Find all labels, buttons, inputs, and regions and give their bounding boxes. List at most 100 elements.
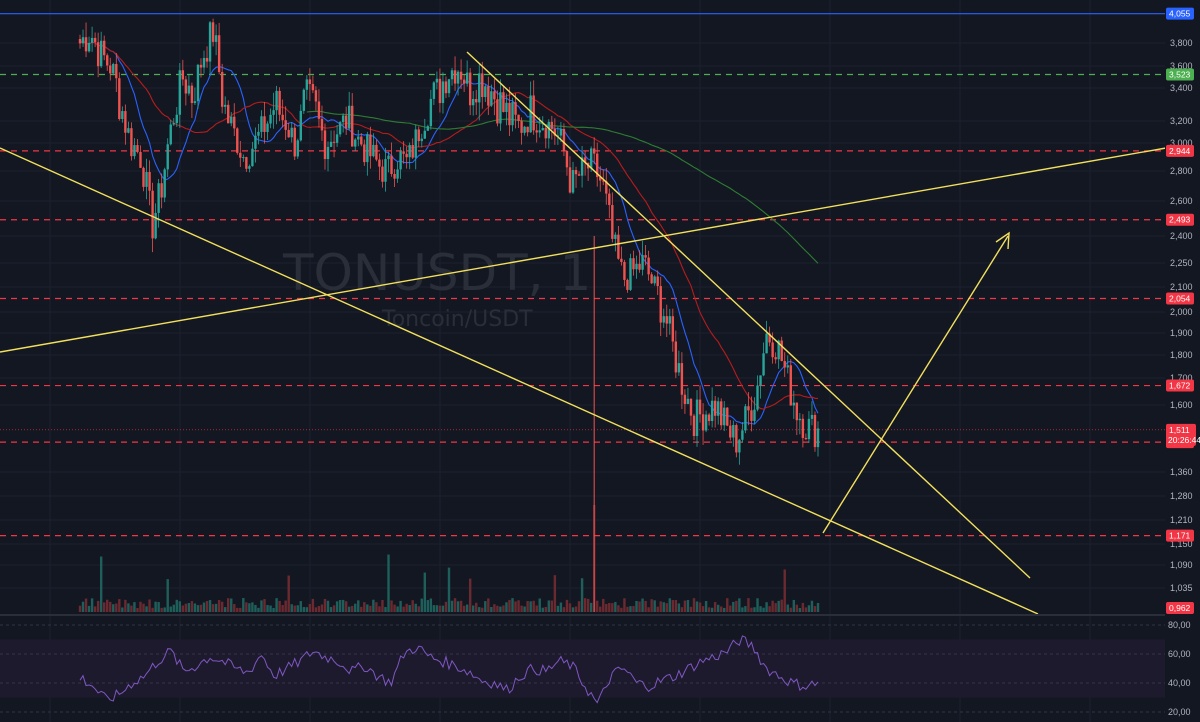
volume-bar [475, 602, 478, 612]
candle-body [478, 73, 481, 103]
candle-body [502, 92, 505, 113]
volume-bar [233, 604, 236, 612]
volume-bar [514, 601, 517, 612]
candle-body [351, 105, 354, 147]
volume-bar [169, 606, 172, 612]
candle-body [347, 105, 351, 129]
candle-body [145, 172, 148, 187]
candle-body [257, 131, 260, 136]
volume-bar [559, 602, 563, 612]
candle-body [169, 124, 172, 145]
candle-body [471, 98, 475, 106]
candle-body [662, 316, 665, 323]
candle-body [326, 146, 330, 160]
candle-body [544, 128, 547, 139]
candle-body [792, 402, 796, 406]
volume-bar [816, 602, 820, 612]
volume-bar [698, 602, 702, 612]
rsi-pane [0, 624, 1165, 713]
level-badge-label: 3,523 [1169, 69, 1191, 79]
volume-bar [344, 601, 348, 612]
volume-bar [387, 554, 390, 612]
volume-bar [535, 605, 538, 612]
volume-bar [157, 602, 160, 612]
trendline-rising[interactable] [0, 147, 1167, 353]
candle-body [187, 85, 191, 94]
candle-body [102, 40, 106, 56]
volume-bar [756, 598, 759, 612]
volume-bar [124, 599, 127, 612]
candle-body [574, 170, 578, 175]
candle-body [698, 399, 702, 415]
candle-body [741, 430, 744, 440]
candle-body [475, 98, 478, 103]
volume-bar [777, 600, 780, 612]
volume-bar [211, 604, 215, 612]
candle-body [620, 258, 623, 262]
volume-bar [184, 603, 188, 612]
candle-body [227, 104, 230, 124]
trendline-upper-resistance[interactable] [466, 51, 1031, 579]
price-tick-label: 2,400 [1170, 231, 1193, 241]
candle-body [344, 115, 348, 129]
projection-arrow[interactable] [822, 235, 1009, 534]
candle-body [205, 57, 209, 62]
candle-body [750, 410, 753, 421]
volume-bar [314, 607, 318, 612]
candle-body [484, 86, 487, 98]
volume-bar [151, 607, 154, 612]
price-tick-label: 1,700 [1170, 373, 1193, 383]
volume-bar [710, 607, 714, 612]
volume-bar [632, 605, 635, 612]
volume-bar [683, 600, 687, 612]
volume-bar [202, 602, 206, 612]
candle-body [713, 400, 717, 416]
volume-bar [571, 607, 575, 612]
candle-body [650, 274, 653, 284]
volume-bar [199, 604, 203, 612]
volume-bar [214, 603, 218, 612]
volume-bar [254, 604, 257, 612]
candle-body [151, 190, 154, 239]
volume-bar [369, 605, 372, 612]
rsi-tick-label: 20,00 [1168, 707, 1191, 717]
price-tick-label: 1,800 [1170, 350, 1193, 360]
volume-bar [230, 598, 233, 612]
volume-bar [81, 601, 85, 612]
level-badge [1166, 292, 1194, 305]
candle-body [777, 340, 780, 360]
volume-bar [765, 602, 768, 612]
volume-bar [517, 600, 520, 612]
volume-bar [239, 607, 242, 612]
candle-body [384, 159, 387, 182]
price-tick-label: 3,400 [1170, 83, 1193, 93]
candle-body [354, 139, 357, 147]
candle-body [729, 425, 732, 438]
candle-body [432, 82, 436, 99]
volume-bar [605, 603, 608, 612]
candle-body [614, 234, 617, 239]
candle-body [599, 177, 602, 181]
axis-background [1165, 0, 1200, 722]
volume-bar [692, 598, 696, 612]
candle-body [96, 42, 100, 67]
volume-bar [217, 600, 221, 612]
candle-body [468, 72, 472, 106]
volume-bar [656, 606, 659, 612]
candle-body [447, 79, 451, 94]
candle-body [689, 398, 693, 416]
candle-body [804, 437, 808, 440]
volume-bar [335, 601, 339, 612]
candle-body [707, 414, 711, 422]
candle-body [208, 22, 212, 62]
candle-body [372, 144, 375, 157]
candle-body [393, 174, 396, 179]
candle-body [402, 151, 405, 154]
volume-bar [529, 601, 532, 612]
volume-bar [638, 601, 641, 612]
volume-bar [583, 598, 587, 612]
rsi-tick-label: 60,00 [1168, 649, 1191, 659]
trendline-lower-support[interactable] [0, 147, 1039, 615]
candle-body [571, 170, 575, 193]
